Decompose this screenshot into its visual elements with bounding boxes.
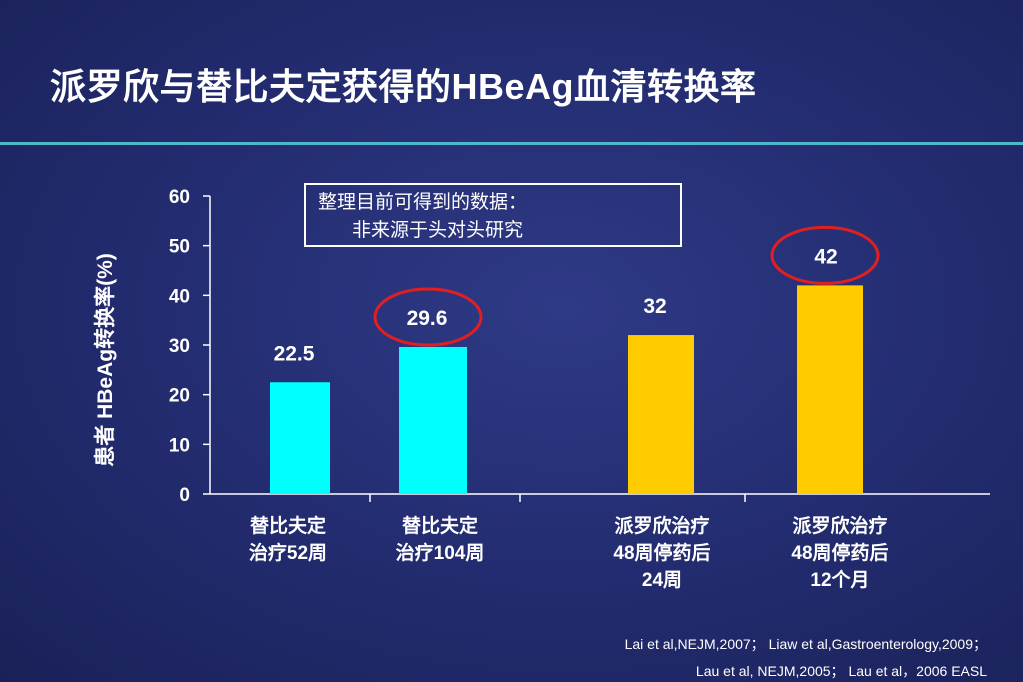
value-label-3: 32: [643, 295, 666, 318]
note-box: 整理目前可得到的数据： 非来源于头对头研究: [304, 183, 682, 247]
highlight-ring-2: [373, 287, 483, 347]
category-label-4: 48周停药后: [791, 541, 888, 564]
y-tick-label: 0: [179, 485, 190, 506]
bar-4: [797, 285, 863, 494]
highlight-ring-4: [770, 225, 880, 285]
y-tick-label: 30: [169, 336, 190, 357]
y-axis-title: 患者 HBeAg转换率(%): [93, 253, 117, 467]
y-tick-label: 20: [169, 386, 190, 407]
value-label-2: 29.6: [407, 307, 448, 330]
note-line-1: 整理目前可得到的数据：: [318, 192, 528, 213]
category-label-4: 派罗欣治疗: [792, 514, 887, 537]
bar-3: [628, 335, 694, 494]
title-divider: [0, 142, 1023, 145]
value-label-1: 22.5: [274, 342, 315, 365]
category-label-1: 治疗52周: [249, 541, 327, 564]
category-label-4: 12个月: [810, 569, 869, 591]
reference-line-1: Lai et al,NEJM,2007； Liaw et al,Gastroen…: [624, 636, 987, 652]
note-line-2: 非来源于头对头研究: [352, 220, 524, 241]
y-tick-label: 10: [169, 435, 190, 456]
category-label-3: 48周停药后: [613, 541, 710, 564]
value-label-4: 42: [814, 245, 837, 268]
slide-title: 派罗欣与替比夫定获得的HBeAg血清转换率: [50, 66, 757, 107]
y-tick-label: 60: [169, 187, 190, 208]
category-label-3: 24周: [642, 569, 682, 591]
reference-line-2: Lau et al, NEJM,2005； Lau et al，2006 EAS…: [695, 663, 987, 679]
y-tick-label: 40: [169, 286, 190, 307]
category-label-1: 替比夫定: [250, 514, 326, 537]
bar-2: [399, 346, 467, 494]
bar-1: [270, 382, 330, 494]
category-label-2: 治疗104周: [396, 541, 485, 564]
y-tick-label: 50: [169, 237, 190, 258]
category-label-3: 派罗欣治疗: [614, 514, 709, 537]
category-label-2: 替比夫定: [402, 514, 478, 537]
